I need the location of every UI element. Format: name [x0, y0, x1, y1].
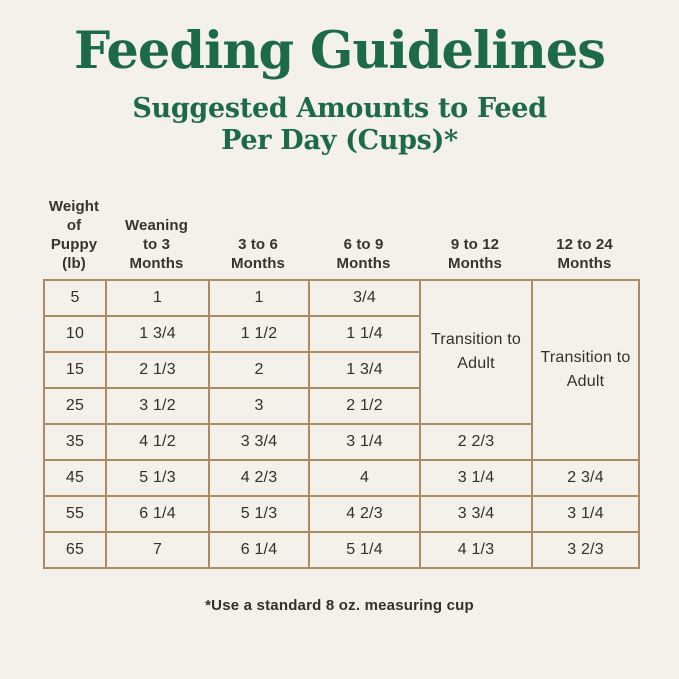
cell-3-6mo: 3: [208, 386, 310, 425]
column-header-9-12mo: 9 to 12 Months: [419, 235, 531, 273]
cell-weaning-3mo: 4 1/2: [105, 422, 210, 461]
cell-weight: 45: [43, 458, 107, 497]
table-row: 55 6 1/4 5 1/3 4 2/3 3 3/4 3 1/4: [43, 494, 640, 533]
header-line: Months: [336, 254, 391, 272]
cell-3-6mo: 3 3/4: [208, 422, 310, 461]
cell-weaning-3mo: 6 1/4: [105, 494, 210, 533]
header-line: Months: [231, 254, 285, 272]
cell-weaning-3mo: 3 1/2: [105, 386, 210, 425]
cell-3-6mo: 6 1/4: [208, 530, 310, 569]
cell-6-9mo: 1 1/4: [308, 314, 421, 353]
page-title: Feeding Guidelines: [74, 21, 606, 81]
header-line: 9 to 12: [450, 235, 500, 253]
table-header-row: Weight of Puppy (lb) Weaning to 3 Months…: [43, 197, 638, 273]
header-line: 3 to 6: [238, 235, 278, 253]
feeding-table-body: 5 1 1 3/4 Transition to Adult Transition…: [43, 278, 640, 569]
cell-weaning-3mo: 5 1/3: [105, 458, 210, 497]
column-header-3-6mo: 3 to 6 Months: [208, 235, 308, 273]
cell-6-9mo: 2 1/2: [308, 386, 421, 425]
subtitle-line-2: Per Day (Cups)*: [221, 124, 458, 156]
column-header-12-24mo: 12 to 24 Months: [531, 235, 638, 273]
cell-weight: 55: [43, 494, 107, 533]
cell-9-12mo: 4 1/3: [419, 530, 533, 569]
cell-12-24mo: 3 1/4: [531, 494, 640, 533]
cell-9-12mo: 2 2/3: [419, 422, 533, 461]
table-row: 65 7 6 1/4 5 1/4 4 1/3 3 2/3: [43, 530, 640, 569]
column-header-weight: Weight of Puppy (lb): [43, 197, 105, 273]
cell-weight: 25: [43, 386, 107, 425]
header-line: of Puppy: [50, 216, 98, 253]
header-line: Weight: [48, 197, 100, 215]
header-line: (lb): [62, 254, 86, 272]
cell-6-9mo: 3 1/4: [308, 422, 421, 461]
page-subtitle: Suggested Amounts to Feed Per Day (Cups)…: [0, 93, 679, 157]
header-line: 6 to 9: [343, 235, 384, 253]
cell-12-24mo: 3 2/3: [531, 530, 640, 569]
cell-weight: 15: [43, 350, 107, 389]
cell-transition-12-24mo: Transition to Adult: [531, 278, 640, 461]
cell-weight: 65: [43, 530, 107, 569]
table-row: 5 1 1 3/4 Transition to Adult Transition…: [43, 278, 640, 461]
cell-9-12mo: 3 3/4: [419, 494, 533, 533]
cell-weight: 10: [43, 314, 107, 353]
cell-weaning-3mo: 1 3/4: [105, 314, 210, 353]
table-row: 15 2 1/3 2 1 3/4: [43, 350, 639, 389]
footnote: *Use a standard 8 oz. measuring cup: [205, 596, 474, 614]
table-row: 25 3 1/2 3 2 1/2: [43, 386, 639, 425]
cell-12-24mo: 2 3/4: [531, 458, 640, 497]
header-line: Months: [448, 254, 502, 272]
cell-3-6mo: 1 1/2: [208, 314, 310, 353]
table-row: 45 5 1/3 4 2/3 4 3 1/4 2 3/4: [43, 458, 640, 497]
header-line: 12 to 24: [556, 235, 613, 253]
cell-9-12mo: 3 1/4: [419, 458, 533, 497]
cell-6-9mo: 4 2/3: [308, 494, 421, 533]
cell-6-9mo: 1 3/4: [308, 350, 421, 389]
cell-weight: 5: [43, 278, 107, 317]
table-row: 35 4 1/2 3 3/4 3 1/4 2 2/3: [43, 422, 639, 461]
cell-6-9mo: 4: [308, 458, 421, 497]
header-line: Months: [557, 254, 612, 272]
subtitle-line-1: Suggested Amounts to Feed: [132, 93, 547, 125]
cell-3-6mo: 1: [208, 278, 310, 317]
column-header-weaning-3mo: Weaning to 3 Months: [105, 216, 208, 273]
cell-weaning-3mo: 2 1/3: [105, 350, 210, 389]
cell-transition-9-12mo: Transition to Adult: [419, 278, 533, 425]
column-header-6-9mo: 6 to 9 Months: [308, 235, 419, 273]
cell-weight: 35: [43, 422, 107, 461]
cell-6-9mo: 5 1/4: [308, 530, 421, 569]
header-line: Weaning: [125, 216, 188, 234]
table-row: 10 1 3/4 1 1/2 1 1/4: [43, 314, 639, 353]
cell-weaning-3mo: 1: [105, 278, 210, 317]
header-line: Months: [129, 254, 184, 272]
cell-6-9mo: 3/4: [308, 278, 421, 317]
cell-3-6mo: 4 2/3: [208, 458, 310, 497]
cell-weaning-3mo: 7: [105, 530, 210, 569]
header-line: to 3: [142, 235, 171, 253]
feeding-table: 5 1 1 3/4 Transition to Adult Transition…: [43, 278, 640, 569]
cell-3-6mo: 5 1/3: [208, 494, 310, 533]
cell-3-6mo: 2: [208, 350, 310, 389]
